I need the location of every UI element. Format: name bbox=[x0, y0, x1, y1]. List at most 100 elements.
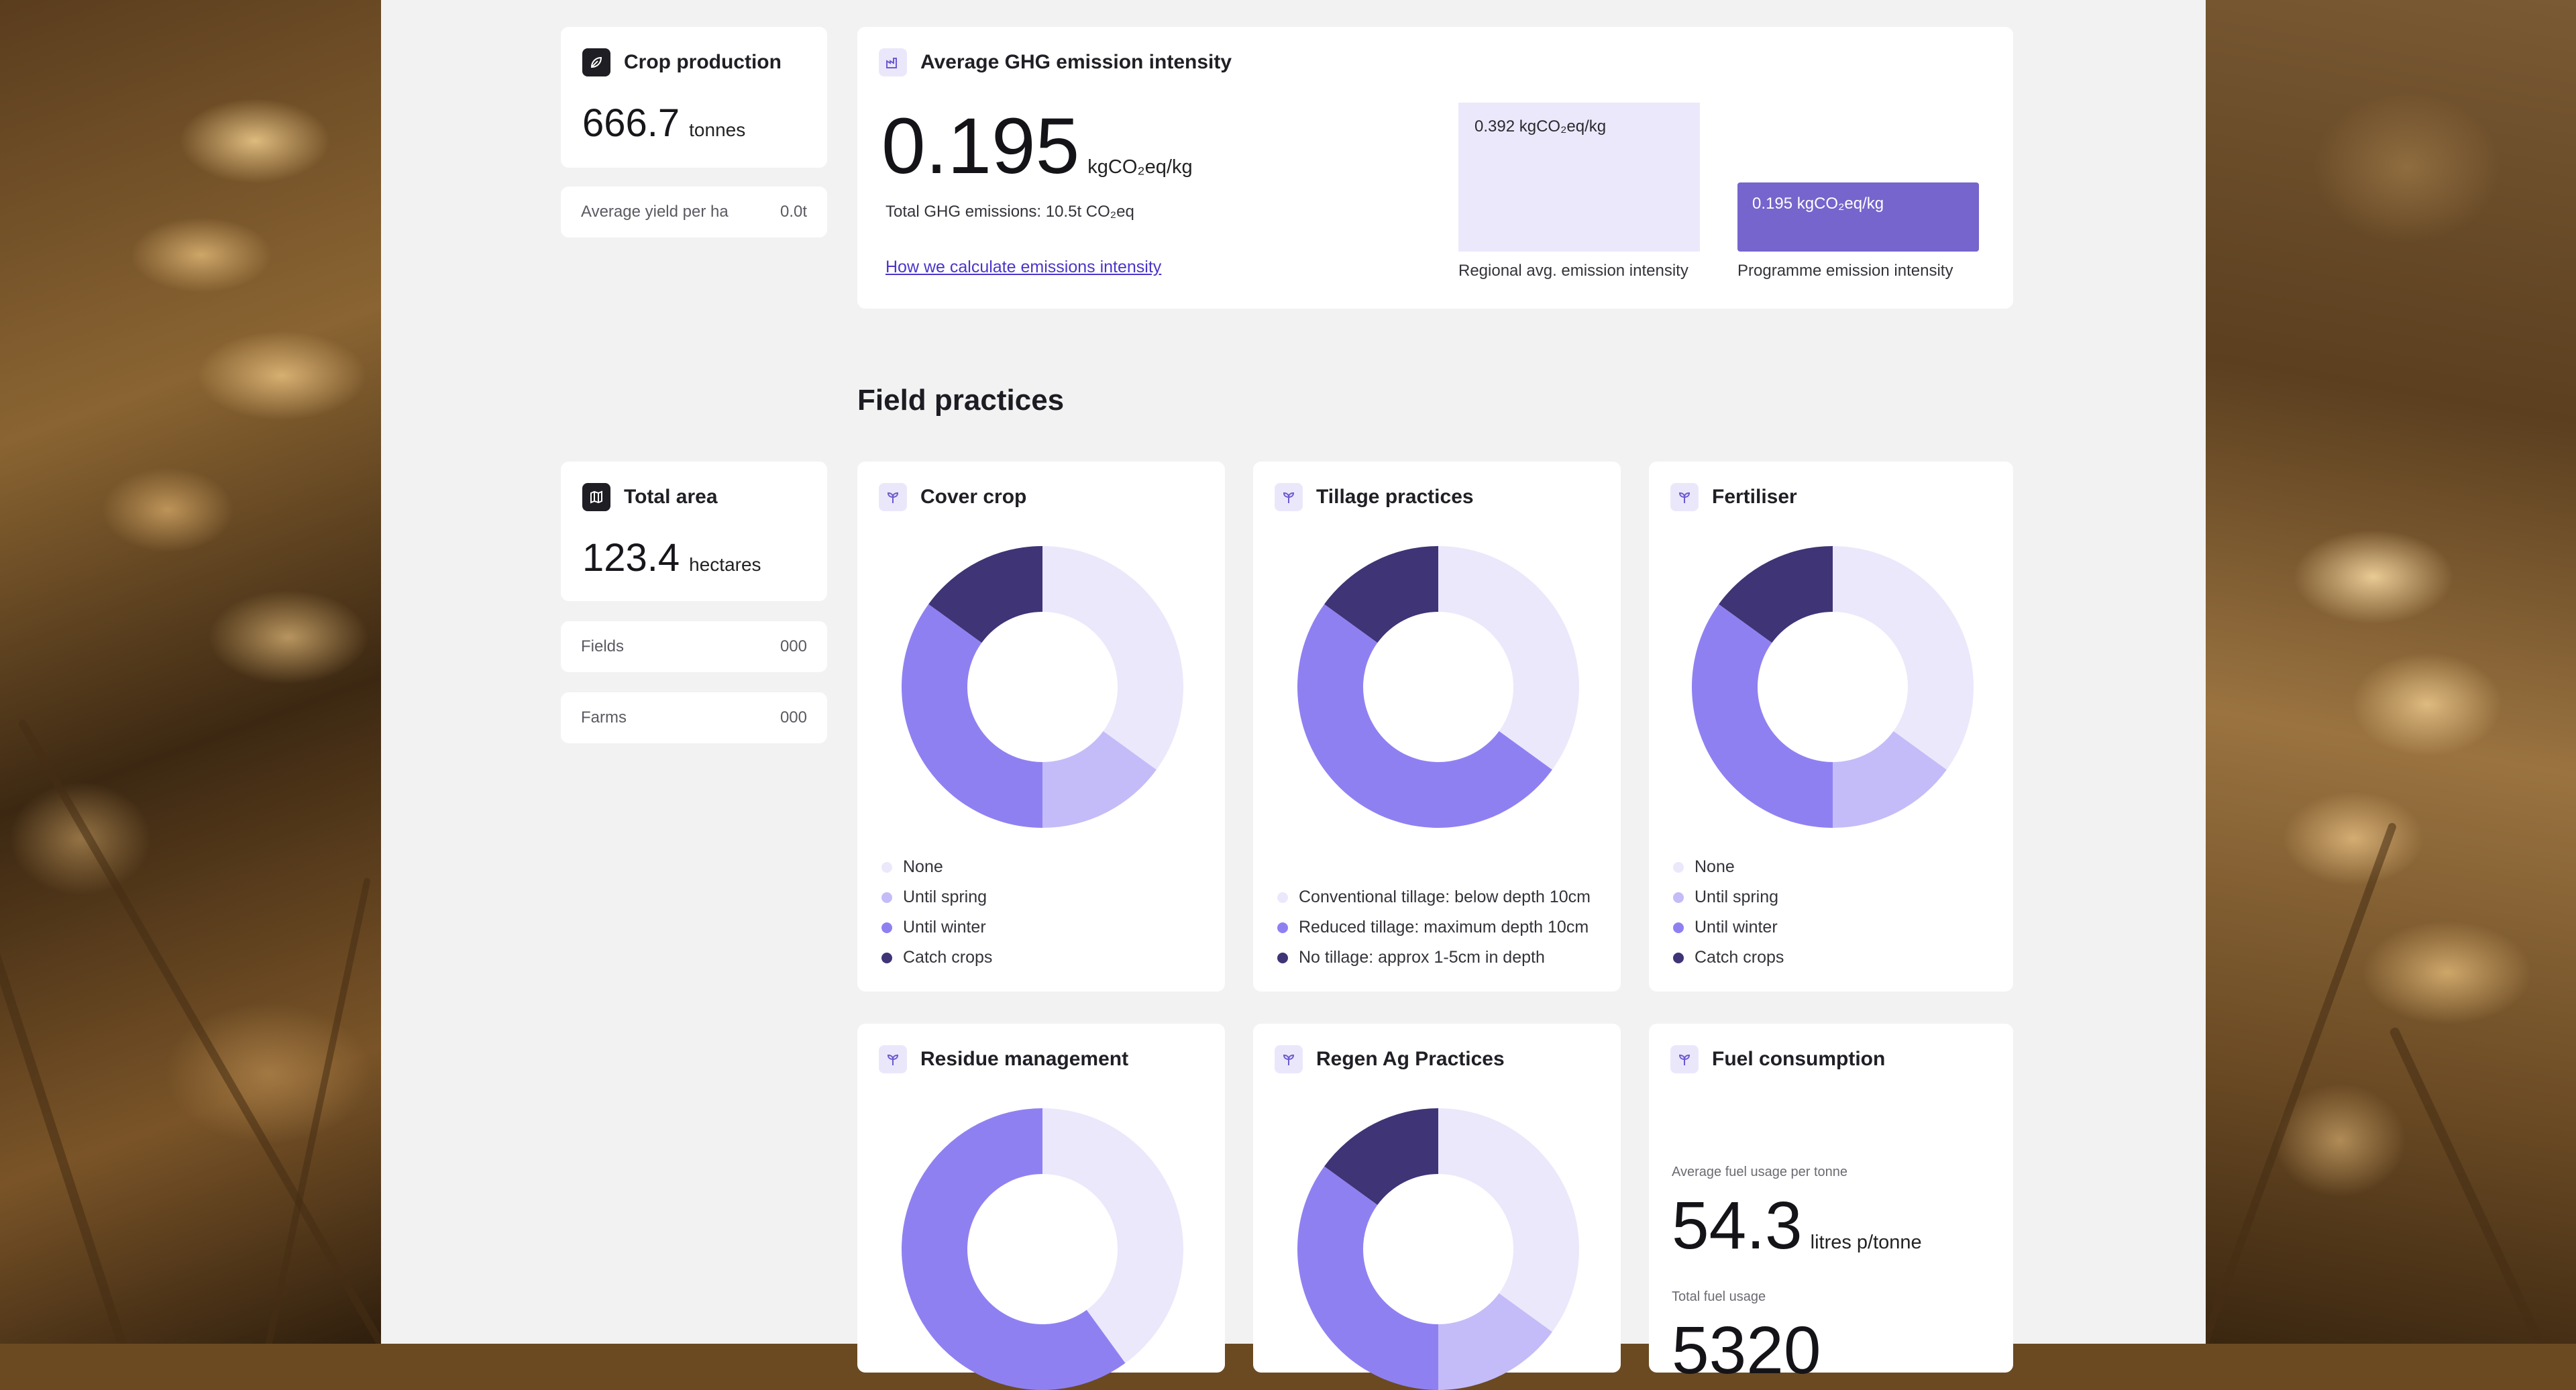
legend-swatch bbox=[1277, 892, 1288, 903]
leaf-icon bbox=[582, 48, 610, 76]
average-yield-row: Average yield per ha 0.0t bbox=[561, 186, 827, 237]
factory-icon bbox=[879, 48, 907, 76]
legend-label: None bbox=[1695, 857, 1735, 876]
total-area-value: 123.4 bbox=[582, 536, 680, 580]
regen-slice-0 bbox=[1438, 1108, 1579, 1332]
regional-intensity-label: Regional avg. emission intensity bbox=[1458, 262, 1688, 280]
legend-item: Conventional tillage: below depth 10cm bbox=[1277, 882, 1591, 912]
card-title: Crop production bbox=[624, 51, 782, 73]
average-fuel-label: Average fuel usage per tonne bbox=[1672, 1165, 1848, 1179]
average-fuel-unit: litres p/tonne bbox=[1810, 1232, 1922, 1253]
residue-management-card: Residue management bbox=[857, 1024, 1225, 1390]
farms-row: Farms 000 bbox=[561, 692, 827, 743]
tillage-slice-2 bbox=[1324, 546, 1438, 643]
dashboard-panel: Crop production 666.7 tonnes Average yie… bbox=[381, 0, 2206, 1390]
legend-swatch bbox=[1673, 861, 1684, 873]
legend-label: None bbox=[903, 857, 943, 876]
tillage-practices-legend: Conventional tillage: below depth 10cm Re… bbox=[1277, 882, 1591, 973]
programme-intensity-value: 0.195 kgCO₂eq/kg bbox=[1752, 195, 1884, 213]
average-yield-value: 0.0t bbox=[780, 203, 807, 221]
legend-item: Catch crops bbox=[1673, 943, 1784, 973]
crop-production-card: Crop production 666.7 tonnes bbox=[561, 27, 827, 168]
fuel-consumption-card: Fuel consumption Average fuel usage per … bbox=[1649, 1024, 2013, 1388]
average-fuel-value: 54.3 bbox=[1672, 1188, 1803, 1263]
card-title: Cover crop bbox=[920, 486, 1027, 508]
tillage-slice-1 bbox=[1297, 604, 1552, 828]
total-area-unit: hectares bbox=[689, 554, 761, 575]
legend-item: Reduced tillage: maximum depth 10cm bbox=[1277, 912, 1591, 943]
legend-swatch bbox=[881, 952, 892, 963]
legend-item: Until winter bbox=[1673, 912, 1784, 943]
legend-label: Conventional tillage: below depth 10cm bbox=[1299, 888, 1591, 906]
emissions-intensity-link[interactable]: How we calculate emissions intensity bbox=[885, 258, 1162, 276]
legend-item: Until spring bbox=[881, 882, 992, 912]
cover-crop-donut-chart bbox=[902, 546, 1183, 828]
legend-label: Until spring bbox=[1695, 888, 1779, 906]
tillage-practices-donut-chart bbox=[1297, 546, 1579, 828]
wheat-background-right bbox=[2206, 0, 2576, 1344]
legend-swatch bbox=[1277, 922, 1288, 933]
card-title: Fertiliser bbox=[1712, 486, 1797, 508]
average-yield-label: Average yield per ha bbox=[581, 203, 729, 221]
crop-production-value: 666.7 bbox=[582, 101, 680, 145]
card-title: Tillage practices bbox=[1316, 486, 1474, 508]
legend-label: Catch crops bbox=[903, 948, 993, 967]
legend-item: Until spring bbox=[1673, 882, 1784, 912]
fertiliser-donut-chart bbox=[1692, 546, 1974, 828]
legend-item: None bbox=[1673, 852, 1784, 882]
legend-item: Until winter bbox=[881, 912, 992, 943]
sprout-icon bbox=[879, 1045, 907, 1073]
cover_crop-slice-2 bbox=[902, 604, 1042, 828]
regen-ag-practices-card: Regen Ag Practices bbox=[1253, 1024, 1621, 1390]
fertiliser-slice-3 bbox=[1719, 546, 1833, 643]
regional-intensity-bar: 0.392 kgCO₂eq/kg bbox=[1458, 103, 1700, 252]
farms-value: 000 bbox=[780, 708, 807, 727]
ghg-intensity-card: Average GHG emission intensity 0.195 kgC… bbox=[857, 27, 2013, 309]
regen-slice-2 bbox=[1297, 1166, 1438, 1390]
residue-slice-1 bbox=[902, 1108, 1126, 1390]
programme-intensity-bar: 0.195 kgCO₂eq/kg bbox=[1737, 182, 1979, 252]
sprout-icon bbox=[1275, 1045, 1303, 1073]
sprout-icon bbox=[1275, 483, 1303, 511]
ghg-intensity-value: 0.195 bbox=[881, 102, 1080, 191]
regen-slice-3 bbox=[1324, 1108, 1438, 1206]
fields-value: 000 bbox=[780, 637, 807, 655]
residue-management-donut-chart bbox=[902, 1108, 1183, 1390]
legend-label: Catch crops bbox=[1695, 948, 1784, 967]
crop-production-unit: tonnes bbox=[689, 119, 746, 140]
fertiliser-slice-1 bbox=[1833, 731, 1947, 828]
cover_crop-slice-1 bbox=[1042, 731, 1157, 828]
legend-label: No tillage: approx 1-5cm in depth bbox=[1299, 948, 1545, 967]
card-title: Residue management bbox=[920, 1048, 1129, 1070]
fertiliser-card: Fertiliser None Until spring Until winter C… bbox=[1649, 462, 2013, 992]
regional-intensity-value: 0.392 kgCO₂eq/kg bbox=[1474, 117, 1607, 136]
tillage-slice-0 bbox=[1438, 546, 1579, 770]
fertiliser-slice-0 bbox=[1833, 546, 1974, 770]
sprout-icon bbox=[879, 483, 907, 511]
legend-swatch bbox=[881, 892, 892, 903]
cover_crop-slice-0 bbox=[1042, 546, 1183, 770]
sprout-icon bbox=[1670, 1045, 1699, 1073]
legend-swatch bbox=[881, 861, 892, 873]
total-area-card: Total area 123.4 hectares bbox=[561, 462, 827, 601]
legend-label: Reduced tillage: maximum depth 10cm bbox=[1299, 918, 1589, 937]
legend-swatch bbox=[1673, 892, 1684, 903]
fields-label: Fields bbox=[581, 637, 625, 655]
card-title: Average GHG emission intensity bbox=[920, 51, 1232, 73]
field-practices-heading: Field practices bbox=[857, 384, 1065, 417]
cover-crop-card: Cover crop None Until spring Until winter C… bbox=[857, 462, 1225, 992]
farms-label: Farms bbox=[581, 708, 627, 727]
legend-label: Until winter bbox=[1695, 918, 1778, 937]
regen-ag-donut-chart bbox=[1297, 1108, 1579, 1390]
legend-swatch bbox=[1277, 952, 1288, 963]
sprout-icon bbox=[1670, 483, 1699, 511]
total-ghg-emissions: Total GHG emissions: 10.5t CO₂eq bbox=[885, 203, 1134, 221]
card-title: Fuel consumption bbox=[1712, 1048, 1886, 1070]
fertiliser-legend: None Until spring Until winter Catch crops bbox=[1673, 852, 1784, 973]
programme-intensity-label: Programme emission intensity bbox=[1737, 262, 1953, 280]
fertiliser-slice-2 bbox=[1692, 604, 1833, 828]
legend-swatch bbox=[1673, 952, 1684, 963]
tillage-practices-card: Tillage practices Conventional tillage: … bbox=[1253, 462, 1621, 992]
map-icon bbox=[582, 483, 610, 511]
legend-label: Until spring bbox=[903, 888, 987, 906]
